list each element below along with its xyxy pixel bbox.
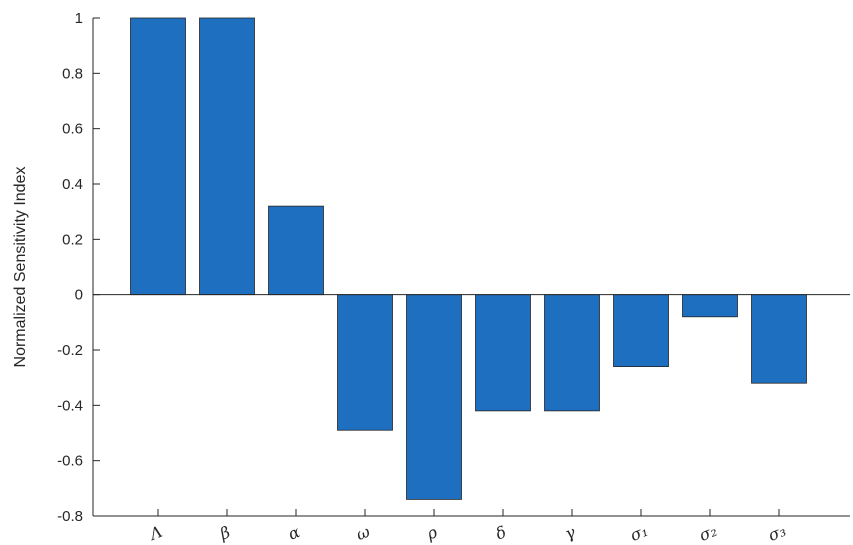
x-tick-label: δ xyxy=(493,522,509,543)
y-axis-label: Normalized Sensitivity Index xyxy=(12,167,29,368)
bar xyxy=(544,294,600,412)
y-tick-label: 0.2 xyxy=(62,231,83,248)
y-tick-label: 1 xyxy=(75,10,83,27)
x-tick-label: γ xyxy=(562,522,578,543)
bar xyxy=(199,17,255,296)
x-tick-label: Λ xyxy=(145,522,165,545)
y-tick-label: 0.4 xyxy=(62,176,83,193)
y-tick-label: 0.8 xyxy=(62,65,83,82)
x-tick-label: σ₁ xyxy=(627,521,650,545)
axes-group xyxy=(92,18,850,517)
bar xyxy=(337,294,393,431)
x-tick-label: σ₂ xyxy=(696,521,719,545)
x-tick-label: σ₃ xyxy=(765,521,788,545)
bar xyxy=(682,294,738,318)
x-tick-label: α xyxy=(285,522,302,544)
bar xyxy=(406,294,462,500)
y-tick-label: -0.6 xyxy=(57,453,83,470)
y-tick-label: -0.2 xyxy=(57,342,83,359)
x-tick-label: ρ xyxy=(423,522,440,544)
bar xyxy=(751,294,807,384)
y-tick-label: -0.4 xyxy=(57,397,83,414)
y-tick-label: -0.8 xyxy=(57,508,83,525)
bar xyxy=(613,294,669,367)
bar xyxy=(268,205,324,296)
y-tick-label: 0.6 xyxy=(62,121,83,138)
bar xyxy=(475,294,531,412)
y-ticks-group: 1 0.8 0.6 0.4 0.2 0 -0.2 -0.4 -0.6 -0.8 xyxy=(57,10,100,525)
bars-group xyxy=(130,17,807,500)
x-tick-label: β xyxy=(216,522,233,543)
x-tick-label: ω xyxy=(353,522,372,545)
bar xyxy=(130,17,186,296)
y-tick-label: 0 xyxy=(75,287,83,304)
